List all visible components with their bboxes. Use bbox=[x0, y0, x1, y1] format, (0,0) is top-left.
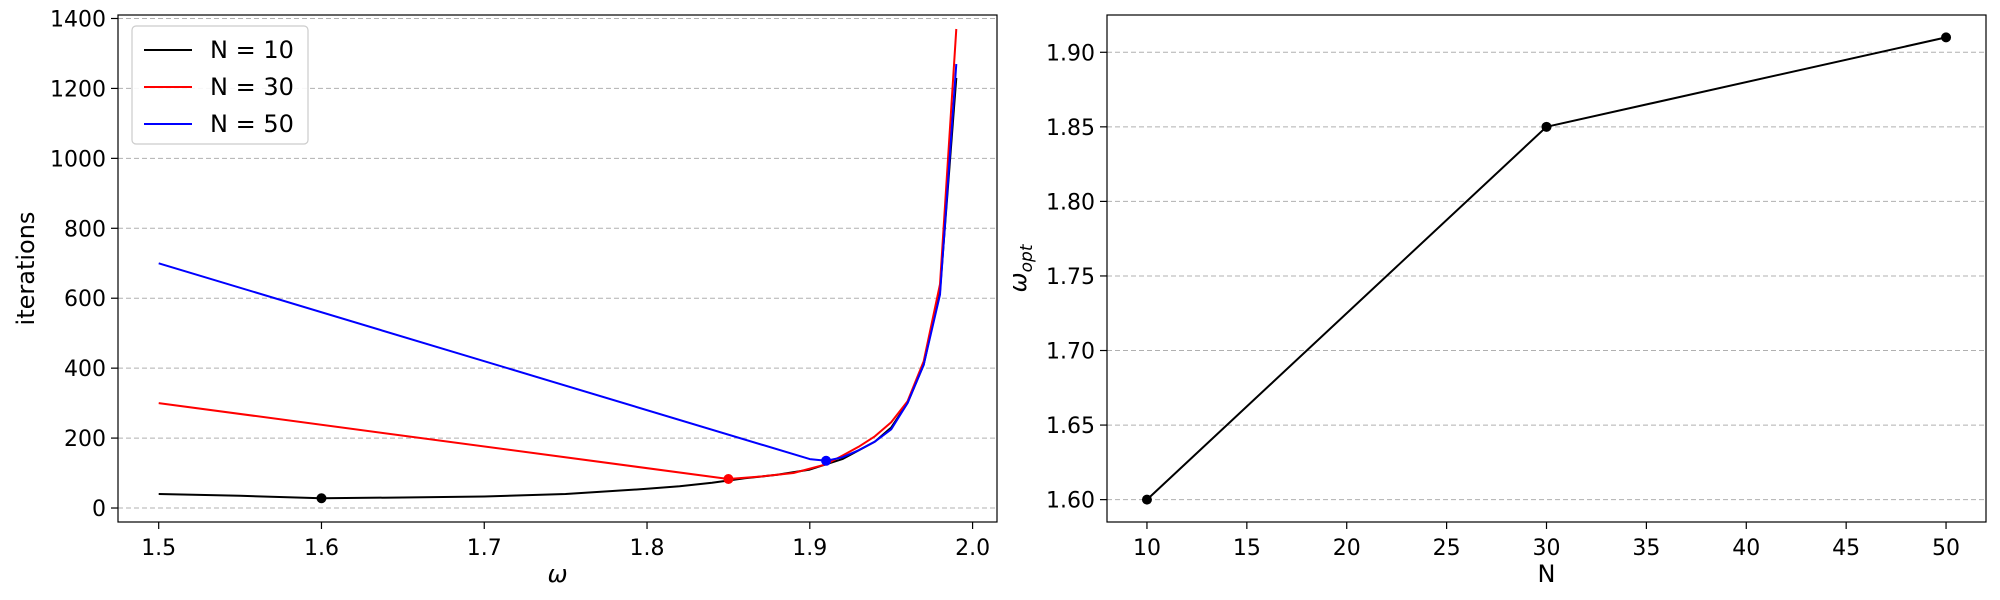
y-tick-label: 400 bbox=[64, 357, 106, 382]
x-tick-label: 1.6 bbox=[304, 536, 339, 561]
x-tick-label: 10 bbox=[1133, 536, 1161, 561]
plot-frame bbox=[1106, 14, 1987, 523]
y-tick-label: 1000 bbox=[50, 147, 106, 172]
legend-label-1: N = 30 bbox=[210, 73, 294, 101]
y-tick-label: 1.80 bbox=[1046, 190, 1095, 215]
legend-label-2: N = 50 bbox=[210, 110, 294, 138]
x-tick-label: 20 bbox=[1333, 536, 1361, 561]
x-tick-label: 40 bbox=[1732, 536, 1760, 561]
series-line-2 bbox=[158, 63, 958, 462]
y-axis-label: iterations bbox=[12, 212, 40, 326]
y-tick-label: 200 bbox=[64, 427, 106, 452]
x-tick-label: 1.5 bbox=[141, 536, 176, 561]
x-tick-label: 50 bbox=[1932, 536, 1960, 561]
y-tick-label: 1200 bbox=[50, 77, 106, 102]
y-tick-label: 1.85 bbox=[1046, 116, 1095, 141]
x-tick-label: 1.8 bbox=[630, 536, 665, 561]
plot-frame bbox=[117, 14, 998, 523]
y-axis-label-main: ω bbox=[1004, 272, 1032, 292]
y-axis-label-subscript: opt bbox=[1017, 243, 1037, 272]
iterations-vs-omega-chart: 0 200 400 600 800 1000 1200 1400 1.5 1.6 1.7 1.8 1.9… bbox=[12, 7, 998, 588]
y-tick-label: 600 bbox=[64, 287, 106, 312]
x-tick-label: 25 bbox=[1433, 536, 1461, 561]
x-tick-label: 45 bbox=[1832, 536, 1860, 561]
omega-opt-vs-n-chart: 1.60 1.65 1.70 1.75 1.80 1.85 1.90 10 15 20 25 30 35… bbox=[1004, 14, 1987, 588]
data-point bbox=[1141, 494, 1152, 505]
y-tick-label: 1.60 bbox=[1046, 489, 1095, 514]
y-tick-label: 1.75 bbox=[1046, 265, 1095, 290]
y-tick-label: 1.90 bbox=[1046, 41, 1095, 66]
x-tick-label: 1.9 bbox=[792, 536, 827, 561]
y-tick-label: 800 bbox=[64, 217, 106, 242]
series-line-0 bbox=[1146, 36, 1947, 501]
y-tick-label: 1.65 bbox=[1046, 414, 1095, 439]
y-tick-label: 1400 bbox=[50, 7, 106, 32]
optimum-point-2 bbox=[821, 455, 832, 466]
x-tick-label: 15 bbox=[1233, 536, 1261, 561]
x-tick-label: 35 bbox=[1632, 536, 1660, 561]
x-tick-label: 1.7 bbox=[467, 536, 502, 561]
x-axis-label: ω bbox=[547, 560, 567, 588]
legend-label-0: N = 10 bbox=[210, 36, 294, 64]
x-axis-label: N bbox=[1538, 560, 1556, 588]
x-tick-label: 2.0 bbox=[955, 536, 990, 561]
y-tick-label: 0 bbox=[92, 497, 106, 522]
data-point bbox=[1941, 32, 1952, 43]
optimum-point-0 bbox=[316, 493, 327, 504]
x-tick-label: 30 bbox=[1533, 536, 1561, 561]
data-point bbox=[1541, 121, 1552, 132]
optimum-point-1 bbox=[723, 473, 734, 484]
legend-box bbox=[131, 25, 309, 145]
y-tick-label: 1.70 bbox=[1046, 340, 1095, 365]
y-axis-label: ωopt bbox=[1004, 243, 1037, 292]
